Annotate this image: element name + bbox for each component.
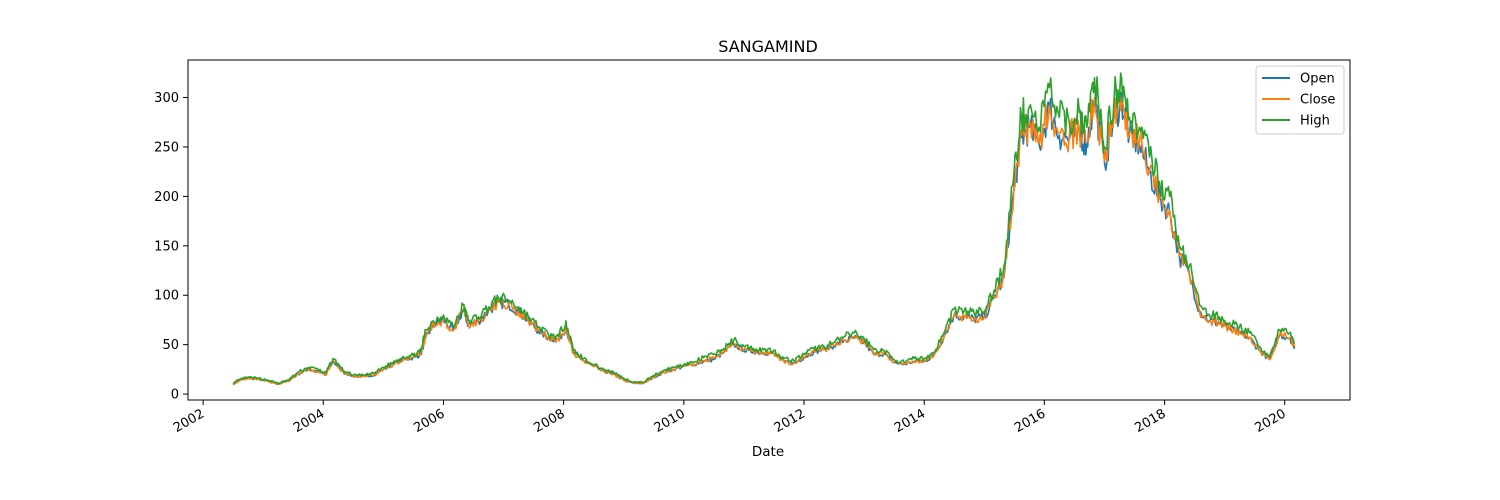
legend-label-high: High (1300, 114, 1330, 129)
y-tick-label: 300 (154, 91, 179, 106)
chart-title: SANGAMIND (718, 37, 818, 56)
y-axis: 0 50 100 150 200 250 300 (154, 91, 188, 403)
x-axis-label: Date (752, 444, 784, 460)
legend-label-close: Close (1300, 93, 1335, 108)
series-line-high (232, 72, 1296, 385)
y-tick-label: 50 (162, 338, 179, 353)
plot-area (187, 59, 1351, 401)
y-tick-label: 150 (154, 239, 179, 254)
legend-items: Open Close High (1262, 72, 1335, 129)
plot-frame (187, 59, 1351, 401)
legend-label-open: Open (1300, 72, 1335, 87)
legend-box (1255, 65, 1345, 135)
plot-background (188, 60, 1350, 400)
y-tick-label: 200 (154, 190, 179, 205)
legend: Open Close High (1255, 65, 1345, 135)
y-tick-label: 100 (154, 289, 179, 304)
y-tick-label: 250 (154, 140, 179, 155)
y-tick-label: 0 (171, 388, 179, 403)
series-layer (232, 72, 1296, 386)
